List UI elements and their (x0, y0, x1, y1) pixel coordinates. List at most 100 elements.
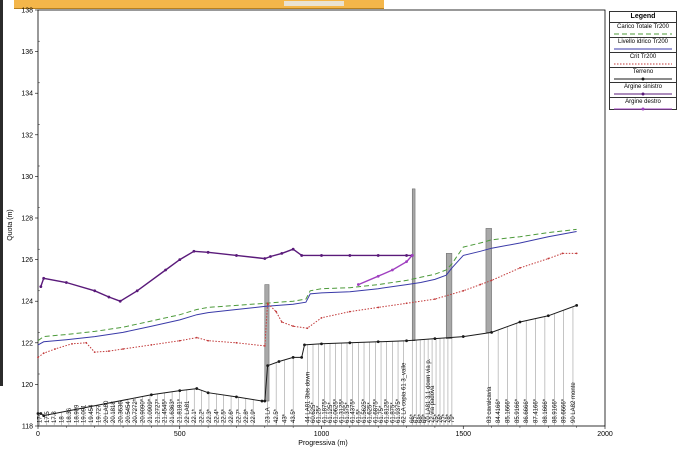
data-point (235, 254, 238, 257)
section-label: 21.2727* (155, 398, 161, 423)
data-point (547, 257, 550, 260)
data-point (164, 268, 167, 272)
section-label: 20.3636 (118, 401, 124, 423)
section-label: 61.875* (390, 402, 396, 423)
legend-swatch-marker (641, 77, 645, 81)
series-line (37, 231, 577, 346)
marker-layer (36, 247, 579, 417)
x-tick-label: 500 (174, 431, 186, 438)
section-label: 61.8125* (385, 398, 391, 423)
data-point (405, 339, 408, 343)
section-label: 60.625* (311, 402, 317, 423)
section-label: 61.25* (317, 405, 323, 423)
data-point (93, 289, 97, 293)
data-point (42, 276, 46, 280)
y-tick-label: 134 (21, 91, 33, 98)
legend-entry-argine-sinistro: Argine sinistro (610, 83, 676, 98)
data-point (260, 399, 264, 403)
section-label: 17 (37, 416, 43, 423)
data-point (490, 331, 493, 334)
section-label: 23 LA (266, 407, 272, 423)
data-point (462, 289, 465, 292)
section-label: 83 cavalcavia (487, 386, 493, 423)
section-label: 61.9375* (396, 398, 402, 423)
section-label: 61.75* (379, 405, 385, 423)
legend-swatch-livello-idrico (614, 48, 672, 50)
section-label: 17.8 (52, 411, 58, 423)
data-point (178, 258, 182, 261)
data-point (356, 283, 360, 286)
section-label: 85.1666* (505, 398, 511, 423)
y-tick-label: 118 (22, 424, 33, 431)
y-tick-label: 130 (21, 174, 33, 181)
section-label: 21.0909* (148, 398, 154, 423)
x-axis-label: Progressiva (m) (298, 440, 347, 447)
y-tick-label: 126 (21, 257, 33, 264)
data-point (377, 306, 380, 309)
x-tick-label: 2000 (597, 431, 613, 438)
section-label: 87.4166* (534, 398, 540, 423)
section-label: 79* (450, 413, 456, 423)
legend-swatch-crit (614, 63, 672, 65)
data-point (575, 252, 578, 255)
section-label: 85.9166* (515, 398, 521, 423)
x-tick-label: 1500 (455, 431, 471, 438)
left-edge-bar (0, 0, 3, 386)
legend-swatch-argine-destro (614, 107, 672, 111)
data-point (280, 321, 283, 323)
data-point (192, 249, 196, 253)
structure (411, 188, 416, 341)
data-point (42, 414, 46, 417)
section-label: 61.5* (356, 408, 362, 423)
data-point (39, 412, 43, 415)
data-point (54, 348, 56, 350)
y-tick-label: 136 (21, 49, 33, 56)
data-point (135, 289, 139, 293)
y-tick-label: 120 (21, 382, 33, 389)
section-label: 77* (442, 413, 448, 423)
legend-entry-livello-idrico: Livello idrico Tr200 (610, 38, 676, 53)
data-point (376, 340, 380, 344)
data-point (206, 391, 210, 395)
annotation-layer: 17 17.5 17.8 18 18.36 18.909 19.091 19.454 19.72… (37, 188, 577, 426)
section-label: 70 LA81 3.1 down via p. (426, 358, 432, 423)
data-point (266, 364, 270, 368)
data-point (518, 320, 522, 324)
data-point (546, 314, 550, 318)
section-label: 19.454 (89, 404, 95, 423)
data-point (118, 299, 122, 303)
data-point (64, 281, 68, 284)
section-label: 43* (283, 413, 289, 423)
section-label: 20.1818 (111, 401, 117, 423)
data-point (348, 310, 351, 313)
section-label: 61.5625* (362, 398, 368, 423)
top-strip (14, 0, 384, 9)
section-label: 61.625* (368, 402, 374, 423)
data-point (320, 254, 323, 257)
data-point (37, 356, 39, 359)
legend-label-argine-destro: Argine destro (625, 99, 661, 105)
section-label: 90 LA82 monte (571, 382, 577, 423)
axes-layer: 118 120 122 124 126 128 130 132 134 136 138 0 500 100… (21, 8, 613, 439)
section-label: 19.091 (82, 404, 88, 423)
section-label: 76* (438, 413, 444, 423)
legend-entry-carico-totale: Carico Totale Tr200 (610, 23, 676, 38)
legend-label-livello-idrico: Livello idrico Tr200 (617, 39, 669, 45)
x-tick-label: 0 (36, 431, 40, 438)
data-point (433, 337, 437, 341)
data-point (300, 254, 304, 257)
top-strip-inner (284, 1, 344, 6)
section-label: 43.5* (291, 408, 297, 423)
data-point (410, 254, 414, 257)
section-label: 61.6875* (373, 398, 379, 423)
section-label: 75* (434, 413, 440, 423)
legend-label-carico-totale: Carico Totale Tr200 (617, 24, 669, 30)
legend-swatch-marker (641, 92, 645, 96)
section-label: 20.9090* (141, 398, 147, 423)
legend-label-terreno: Terreno (632, 69, 654, 75)
data-point (434, 298, 436, 301)
data-point (207, 339, 210, 342)
y-axis-label: Quota (m) (7, 209, 14, 241)
legend-label-crit: Crit Tr200 (629, 54, 657, 60)
data-point (300, 355, 304, 359)
